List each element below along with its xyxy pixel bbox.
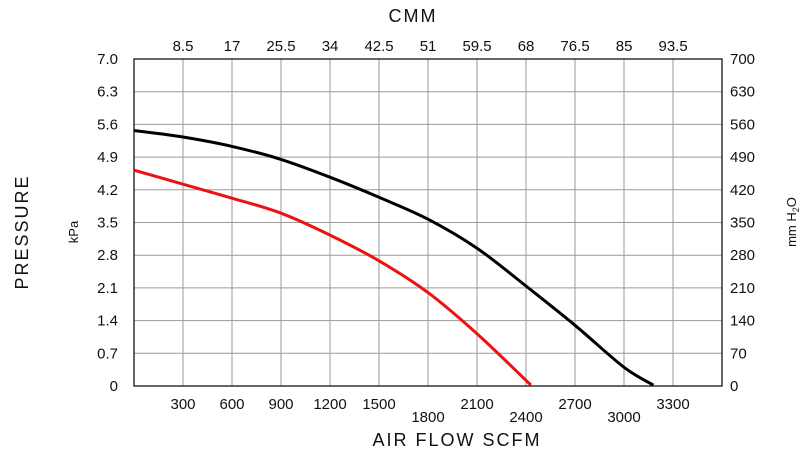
y2-tick-label: 70 bbox=[730, 345, 747, 362]
x-tick-label: 600 bbox=[219, 396, 244, 413]
x-tick-label: 2700 bbox=[558, 396, 591, 413]
y2-tick-label: 420 bbox=[730, 182, 755, 199]
x2-tick-label: 85 bbox=[616, 38, 633, 55]
x-tick-label: 1800 bbox=[411, 409, 444, 426]
y-tick-label: 5.6 bbox=[97, 116, 118, 133]
series-line-black bbox=[133, 129, 655, 387]
y-tick-label: 0.7 bbox=[97, 345, 118, 362]
y2-tick-label: 700 bbox=[730, 51, 755, 68]
series-line-red bbox=[133, 168, 532, 387]
left-axis-title: PRESSURE bbox=[12, 174, 32, 289]
y2-tick-label: 350 bbox=[730, 215, 755, 232]
x2-tick-label: 8.5 bbox=[173, 38, 194, 55]
y2-tick-label: 490 bbox=[730, 149, 755, 166]
x-tick-label: 2100 bbox=[460, 396, 493, 413]
right-axis-unit: mm H2O bbox=[784, 197, 801, 247]
y2-tick-label: 630 bbox=[730, 84, 755, 101]
x-tick-label: 3000 bbox=[607, 409, 640, 426]
top-axis-title: CMM bbox=[389, 6, 438, 26]
x2-tick-label: 42.5 bbox=[364, 38, 393, 55]
y-tick-label: 6.3 bbox=[97, 84, 118, 101]
y2-tick-label: 210 bbox=[730, 280, 755, 297]
x-tick-label: 300 bbox=[170, 396, 195, 413]
x-tick-label: 1500 bbox=[362, 396, 395, 413]
y-tick-label: 2.8 bbox=[97, 247, 118, 264]
y-tick-label: 3.5 bbox=[97, 215, 118, 232]
x2-tick-label: 76.5 bbox=[560, 38, 589, 55]
y-tick-label: 2.1 bbox=[97, 280, 118, 297]
plot-frame bbox=[133, 58, 723, 387]
x2-tick-label: 25.5 bbox=[266, 38, 295, 55]
right-unit-sub: 2 bbox=[791, 207, 801, 212]
y-tick-label: 1.4 bbox=[97, 313, 118, 330]
tick-labels: 300 600 900 1200 150018002100240027003000330… bbox=[97, 38, 755, 426]
data-series bbox=[133, 129, 655, 387]
right-unit-tail: O bbox=[784, 197, 799, 207]
bottom-axis-title: AIR FLOW SCFM bbox=[373, 430, 542, 450]
y-tick-label: 7.0 bbox=[97, 51, 118, 68]
x2-tick-label: 34 bbox=[322, 38, 339, 55]
x2-tick-label: 68 bbox=[518, 38, 535, 55]
x-tick-label: 3300 bbox=[656, 396, 689, 413]
x-tick-label: 1200 bbox=[313, 396, 346, 413]
grid-lines bbox=[134, 59, 722, 386]
x2-tick-label: 51 bbox=[420, 38, 437, 55]
y-tick-label: 4.2 bbox=[97, 182, 118, 199]
y-tick-label: 0 bbox=[110, 378, 118, 395]
x2-tick-label: 17 bbox=[224, 38, 241, 55]
x-tick-label: 900 bbox=[268, 396, 293, 413]
y2-tick-label: 0 bbox=[730, 378, 738, 395]
x2-tick-label: 93.5 bbox=[658, 38, 687, 55]
y-tick-label: 4.9 bbox=[97, 149, 118, 166]
x2-tick-label: 59.5 bbox=[462, 38, 491, 55]
y2-tick-label: 140 bbox=[730, 313, 755, 330]
x-tick-label: 2400 bbox=[509, 409, 542, 426]
right-unit-main: mm H bbox=[784, 212, 799, 247]
y2-tick-label: 560 bbox=[730, 116, 755, 133]
left-axis-unit: kPa bbox=[66, 220, 81, 243]
y2-tick-label: 280 bbox=[730, 247, 755, 264]
